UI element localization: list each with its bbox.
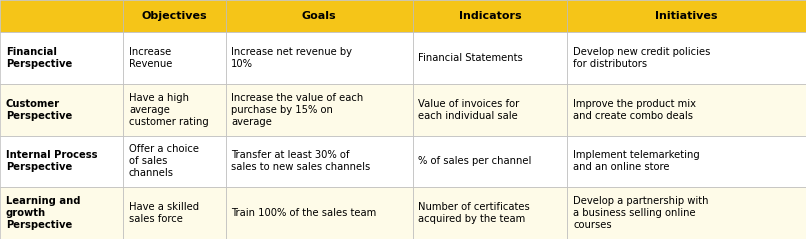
Bar [0,84,123,136]
Text: Learning and
growth
Perspective: Learning and growth Perspective [6,196,80,230]
Bar [123,84,226,136]
Bar [567,32,806,84]
Text: Implement telemarketing
and an online store: Implement telemarketing and an online st… [573,151,700,173]
Text: Train 100% of the sales team: Train 100% of the sales team [231,208,376,218]
Text: Increase the value of each
purchase by 15% on
average: Increase the value of each purchase by 1… [231,93,364,127]
Text: Internal Process
Perspective: Internal Process Perspective [6,151,98,173]
Bar [226,136,413,187]
Bar [0,136,123,187]
Text: Value of invoices for
each individual sale: Value of invoices for each individual sa… [418,99,520,121]
Text: Financial Statements: Financial Statements [418,53,523,63]
Bar [567,187,806,239]
Bar [0,187,123,239]
Text: % of sales per channel: % of sales per channel [418,157,532,167]
Text: Develop new credit policies
for distributors: Develop new credit policies for distribu… [573,47,710,69]
Bar [413,187,567,239]
Text: Transfer at least 30% of
sales to new sales channels: Transfer at least 30% of sales to new sa… [231,151,371,173]
Text: Increase
Revenue: Increase Revenue [129,47,172,69]
Bar [413,136,567,187]
Bar [123,187,226,239]
Bar [413,84,567,136]
Bar [226,84,413,136]
Text: Have a skilled
sales force: Have a skilled sales force [129,202,199,224]
Text: Indicators: Indicators [459,11,521,21]
Bar [226,187,413,239]
Text: Have a high
average
customer rating: Have a high average customer rating [129,93,209,127]
Text: Improve the product mix
and create combo deals: Improve the product mix and create combo… [573,99,696,121]
Bar [567,0,806,32]
Text: Number of certificates
acquired by the team: Number of certificates acquired by the t… [418,202,530,224]
Bar [0,32,123,84]
Bar [123,32,226,84]
Text: Financial
Perspective: Financial Perspective [6,47,72,69]
Bar [567,84,806,136]
Bar [123,136,226,187]
Text: Increase net revenue by
10%: Increase net revenue by 10% [231,47,352,69]
Text: Customer
Perspective: Customer Perspective [6,99,72,121]
Bar [0,0,123,32]
Text: Initiatives: Initiatives [655,11,718,21]
Bar [226,32,413,84]
Bar [567,136,806,187]
Text: Objectives: Objectives [142,11,207,21]
Bar [123,0,226,32]
Bar [413,32,567,84]
Text: Goals: Goals [302,11,336,21]
Text: Offer a choice
of sales
channels: Offer a choice of sales channels [129,144,199,179]
Bar [413,0,567,32]
Text: Develop a partnership with
a business selling online
courses: Develop a partnership with a business se… [573,196,708,230]
Bar [226,0,413,32]
